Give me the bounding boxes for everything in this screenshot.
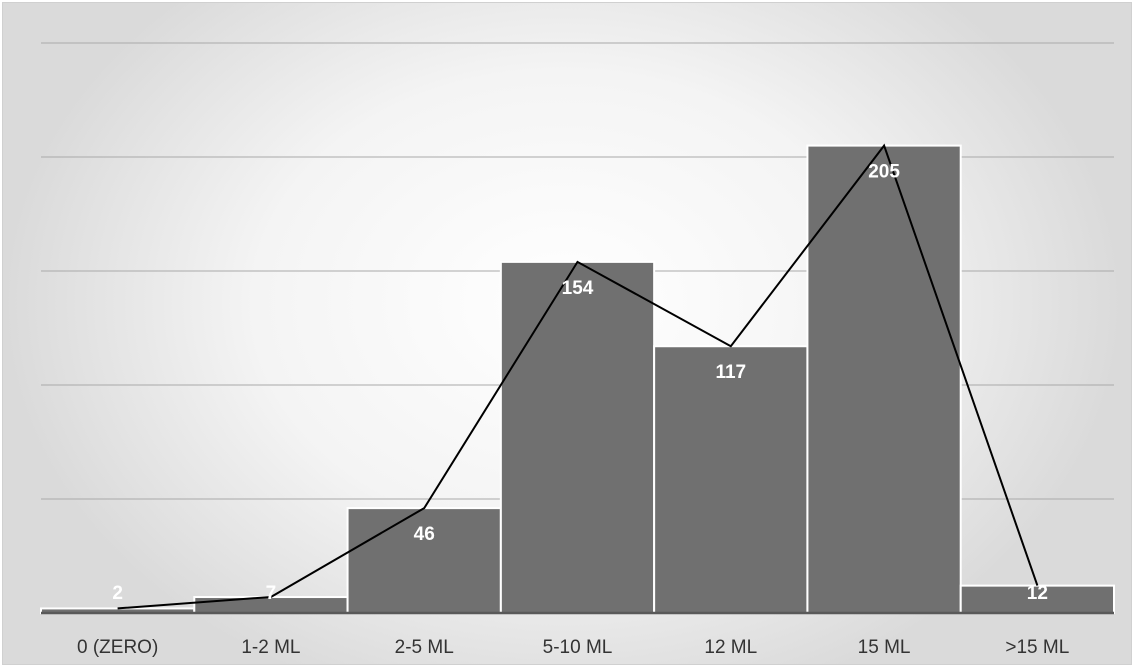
x-tick-label-0: 0 (ZERO) <box>77 637 158 658</box>
data-labels: 2 7 46 154 117 205 12 <box>112 162 1048 604</box>
bar-4 <box>653 345 809 614</box>
x-tick-label-4: 12 ML <box>704 637 757 658</box>
data-label-2: 46 <box>414 524 435 545</box>
x-tick-label-3: 5-10 ML <box>543 637 613 658</box>
x-axis-tick-labels: 0 (ZERO) 1-2 ML 2-5 ML 5-10 ML 12 ML 15 ML >15… <box>77 637 1069 658</box>
bar-6 <box>959 584 1116 615</box>
histogram-chart: 2 7 46 154 117 205 12 0 (ZERO) 1-2 ML 2-5 ML 5-10… <box>40 42 1116 658</box>
data-label-3: 154 <box>562 278 594 299</box>
data-label-4: 117 <box>715 362 746 383</box>
trend-line <box>117 143 1039 610</box>
x-tick-label-6: >15 ML <box>1005 637 1069 658</box>
data-label-6: 12 <box>1027 583 1048 604</box>
x-tick-label-2: 2-5 ML <box>395 637 454 658</box>
data-label-5: 205 <box>868 162 900 183</box>
x-tick-label-5: 15 ML <box>858 637 911 658</box>
x-tick-label-1: 1-2 ML <box>241 637 300 658</box>
data-label-0: 2 <box>112 583 123 604</box>
bar-3 <box>499 260 656 614</box>
data-label-1: 7 <box>266 583 277 604</box>
bars <box>40 144 1116 615</box>
bar-5 <box>806 144 962 614</box>
trend-line-layer <box>117 143 1039 610</box>
